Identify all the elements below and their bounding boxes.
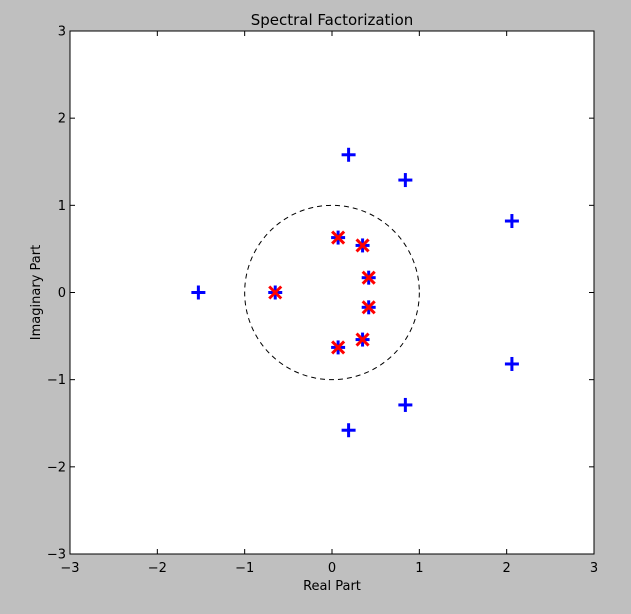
unit-circle <box>244 204 420 381</box>
x-tick-label: −1 <box>235 561 254 576</box>
x-diag-2 <box>331 340 346 355</box>
x-diag-2 <box>355 332 370 347</box>
zero-marker-3 <box>268 285 283 300</box>
chart-marks <box>191 147 519 438</box>
y-tick-label: 2 <box>58 112 66 127</box>
plot-area <box>70 31 594 554</box>
x-tick-label: 3 <box>590 561 598 576</box>
pole-marker-0 <box>341 147 356 162</box>
x-diag-2 <box>331 230 346 245</box>
y-tick-label: 3 <box>58 25 66 40</box>
y-tick-label: 1 <box>58 199 66 214</box>
pole-marker-5 <box>398 397 413 412</box>
chart-title: Spectral Factorization <box>251 11 414 29</box>
pole-marker-3 <box>191 285 206 300</box>
x-tick-label: 1 <box>415 561 423 576</box>
x-tick-label: 2 <box>503 561 511 576</box>
x-diag-2 <box>355 238 370 253</box>
y-tick-label: −3 <box>47 548 66 563</box>
zero-marker-5 <box>355 332 370 347</box>
zero-marker-6 <box>331 340 346 355</box>
pole-marker-2 <box>504 214 519 229</box>
y-tick-label: −2 <box>47 460 66 475</box>
axis-ticks: −3 −2 −1 0 1 2 3 −3 −2 −1 0 1 2 3 <box>47 25 598 577</box>
x-diag-2 <box>361 300 376 315</box>
pole-marker-6 <box>341 423 356 438</box>
y-tick-label: 0 <box>58 286 66 301</box>
pole-marker-4 <box>504 356 519 371</box>
zero-marker-1 <box>355 238 370 253</box>
x-tick-label: −3 <box>60 561 79 576</box>
x-diag-2 <box>361 270 376 285</box>
zero-marker-4 <box>361 300 376 315</box>
y-axis-label: Imaginary Part <box>29 245 44 340</box>
x-axis-label: Real Part <box>303 579 361 594</box>
zero-marker-2 <box>361 270 376 285</box>
x-tick-label: 0 <box>328 561 336 576</box>
pole-marker-1 <box>398 173 413 188</box>
y-tick-label: −1 <box>47 373 66 388</box>
x-diag-2 <box>268 285 283 300</box>
x-tick-label: −2 <box>148 561 167 576</box>
zero-marker-0 <box>331 230 346 245</box>
